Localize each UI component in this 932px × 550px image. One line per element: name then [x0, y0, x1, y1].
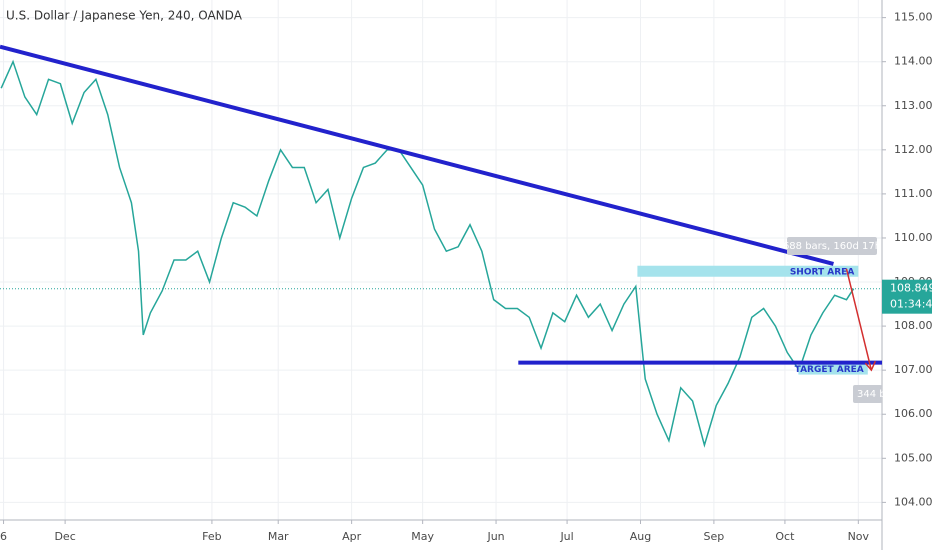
- x-tick-label: Aug: [630, 530, 651, 543]
- x-tick-label: Feb: [202, 530, 221, 543]
- target-area-label: TARGET AREA: [795, 365, 864, 375]
- chart-title: U.S. Dollar / Japanese Yen, 240, OANDA: [6, 9, 243, 23]
- x-tick-label: Jul: [559, 530, 573, 543]
- measure-label: 344 ba: [857, 389, 892, 400]
- y-tick-label: 110.000: [894, 231, 932, 244]
- y-tick-label: 105.000: [894, 451, 932, 464]
- y-tick-label: 113.000: [894, 99, 932, 112]
- measure-label: 688 bars, 160d 17h: [783, 241, 881, 252]
- short-area: [637, 265, 859, 277]
- x-tick-label: Jun: [486, 530, 504, 543]
- y-tick-label: 112.000: [894, 143, 932, 156]
- target-area: [798, 362, 868, 375]
- y-tick-label: 115.000: [894, 11, 932, 24]
- plot: [0, 59, 855, 448]
- arrow: [845, 268, 873, 371]
- x-tick-label: Nov: [848, 530, 870, 543]
- x-tick-label: Oct: [775, 530, 795, 543]
- last-price-label: 108.849: [890, 282, 932, 295]
- y-tick-label: 104.000: [894, 495, 932, 508]
- x-tick-label: Mar: [268, 530, 289, 543]
- countdown-label: 01:34:49: [890, 298, 932, 311]
- y-tick-label: 108.000: [894, 319, 932, 332]
- grid: [0, 0, 882, 520]
- x-tick-label: Apr: [342, 530, 362, 543]
- x-tick-label: Sep: [704, 530, 725, 543]
- measure-box: [787, 237, 877, 255]
- x-tick-label: Dec: [54, 530, 75, 543]
- short-area-label: SHORT AREA: [790, 268, 855, 278]
- y-tick-label: 106.000: [894, 407, 932, 420]
- y-tick-label: 107.000: [894, 363, 932, 376]
- arrow-head: [864, 360, 877, 372]
- last-price-box: [882, 279, 932, 314]
- measure-box: [853, 385, 882, 403]
- y-tick-label: 111.000: [894, 187, 932, 200]
- y-tick-label: 114.000: [894, 55, 932, 68]
- x-tick-label: May: [411, 530, 434, 543]
- price-line: [0, 59, 855, 448]
- trend-line: [0, 44, 834, 266]
- x-tick-label: 6: [0, 530, 7, 543]
